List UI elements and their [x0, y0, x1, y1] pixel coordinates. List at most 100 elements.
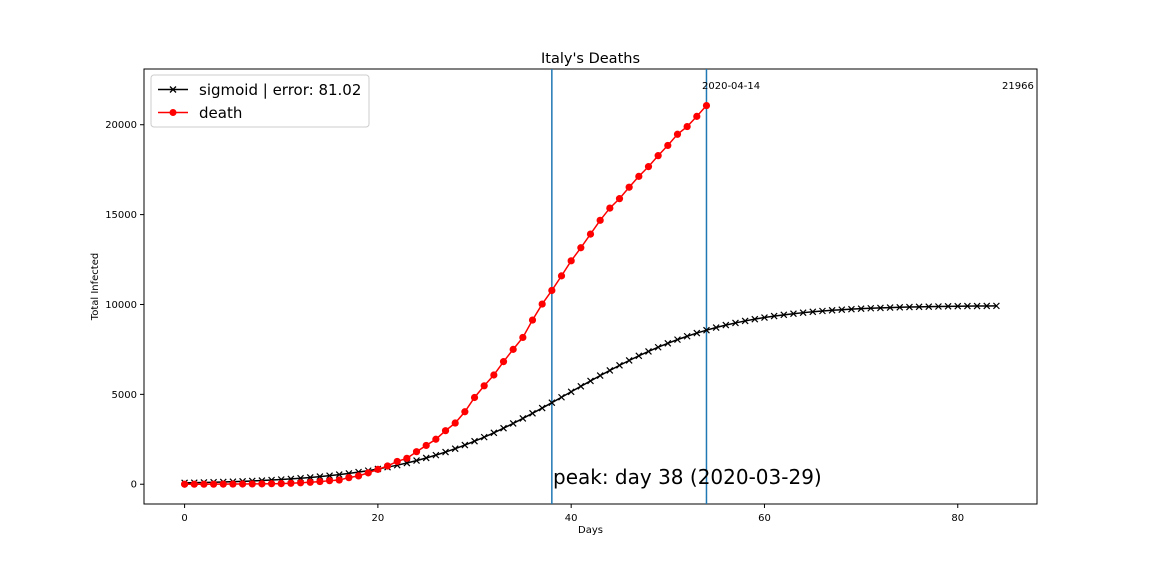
- sigmoid-point: [509, 420, 517, 427]
- sigmoid-point: [596, 372, 604, 380]
- sigmoid-point: [500, 424, 507, 432]
- death-point: [267, 480, 276, 488]
- sigmoid-point: [973, 302, 981, 310]
- sigmoid-point: [944, 302, 952, 310]
- death-point: [548, 286, 556, 295]
- death-point: [702, 101, 711, 110]
- sigmoid-point: [963, 302, 971, 310]
- death-point: [557, 272, 566, 280]
- sigmoid-point: [828, 306, 836, 314]
- death-point: [654, 152, 662, 160]
- death-point: [635, 172, 643, 180]
- y-tick-label: 5000: [112, 390, 137, 401]
- end-date-annotation: 2020-04-14: [702, 81, 760, 92]
- sigmoid-point: [577, 382, 585, 390]
- sigmoid-point: [954, 302, 962, 310]
- sigmoid-point: [558, 393, 565, 401]
- death-point: [586, 230, 595, 238]
- sigmoid-point: [606, 366, 614, 374]
- death-point: [412, 448, 421, 456]
- x-tick-label: 0: [181, 513, 187, 524]
- death-point: [461, 408, 469, 416]
- death-point: [258, 480, 266, 488]
- sigmoid-point: [857, 305, 865, 313]
- legend-box: [150, 74, 370, 128]
- sigmoid-point: [451, 445, 459, 453]
- death-point: [528, 316, 537, 324]
- sigmoid-point: [538, 404, 546, 412]
- death-point: [432, 435, 440, 443]
- legend-death-marker: [169, 109, 177, 116]
- y-tick-label: 0: [131, 480, 137, 491]
- death-point: [335, 476, 343, 484]
- sigmoid-point: [645, 347, 652, 355]
- death-point: [451, 419, 459, 427]
- sigmoid-point: [625, 357, 633, 364]
- y-tick-label: 15000: [105, 210, 137, 221]
- sigmoid-point: [432, 451, 440, 459]
- death-series: [180, 101, 711, 488]
- sigmoid-point: [838, 306, 846, 314]
- sigmoid-point: [683, 332, 691, 340]
- y-axis-ticks: 0 5000 10000 15000 20000: [105, 120, 144, 491]
- plot-area: [180, 69, 1000, 504]
- sigmoid-point: [732, 319, 739, 327]
- sigmoid-point: [616, 361, 623, 369]
- sigmoid-point: [819, 307, 826, 315]
- sigmoid-point: [992, 302, 1000, 310]
- death-point: [499, 358, 508, 366]
- sigmoid-point: [780, 311, 788, 319]
- y-tick-label: 20000: [105, 120, 137, 131]
- x-tick-label: 60: [758, 513, 771, 524]
- death-point: [577, 244, 585, 252]
- death-point: [219, 480, 227, 488]
- sigmoid-point: [896, 303, 904, 311]
- legend: sigmoid | error: 81.02 death: [150, 74, 370, 128]
- death-point: [422, 441, 430, 450]
- sigmoid-point: [674, 336, 681, 344]
- sigmoid-point: [983, 302, 991, 310]
- sigmoid-point: [635, 352, 643, 360]
- death-point: [538, 300, 546, 308]
- sigmoid-point: [703, 326, 710, 334]
- death-point: [615, 195, 624, 203]
- death-point: [345, 474, 353, 482]
- sigmoid-point: [548, 399, 556, 407]
- x-axis-ticks: 0 20 40 60 80: [181, 504, 964, 524]
- sigmoid-point: [886, 304, 894, 311]
- death-point: [238, 480, 247, 488]
- sigmoid-point: [519, 415, 527, 422]
- legend-sigmoid-label: sigmoid | error: 81.02: [199, 81, 361, 99]
- chart-title: Italy's Deaths: [541, 51, 640, 67]
- death-point: [509, 345, 517, 353]
- sigmoid-point: [490, 429, 498, 437]
- x-tick-label: 20: [372, 513, 385, 524]
- death-point: [567, 257, 575, 265]
- sigmoid-point: [925, 303, 933, 311]
- sigmoid-point: [751, 315, 759, 323]
- sigmoid-point: [799, 309, 807, 317]
- death-point: [441, 427, 450, 435]
- death-point: [287, 479, 295, 487]
- sigmoid-point: [877, 304, 884, 312]
- death-point: [393, 457, 401, 466]
- death-point: [229, 480, 237, 488]
- death-point: [519, 333, 527, 342]
- sigmoid-point: [848, 305, 855, 313]
- sigmoid-point: [934, 303, 942, 310]
- death-point: [490, 371, 498, 379]
- x-tick-label: 80: [951, 513, 964, 524]
- death-point: [606, 204, 614, 212]
- death-point: [644, 163, 653, 171]
- death-point: [625, 183, 633, 191]
- plot-frame: [143, 68, 1038, 505]
- sigmoid-point: [741, 317, 749, 325]
- sigmoid-point: [413, 457, 420, 465]
- y-tick-label: 10000: [105, 300, 137, 311]
- death-point: [209, 480, 218, 488]
- death-point: [248, 480, 256, 488]
- sigmoid-point: [529, 409, 536, 417]
- sigmoid-point: [654, 343, 662, 351]
- sigmoid-series: [181, 302, 1000, 487]
